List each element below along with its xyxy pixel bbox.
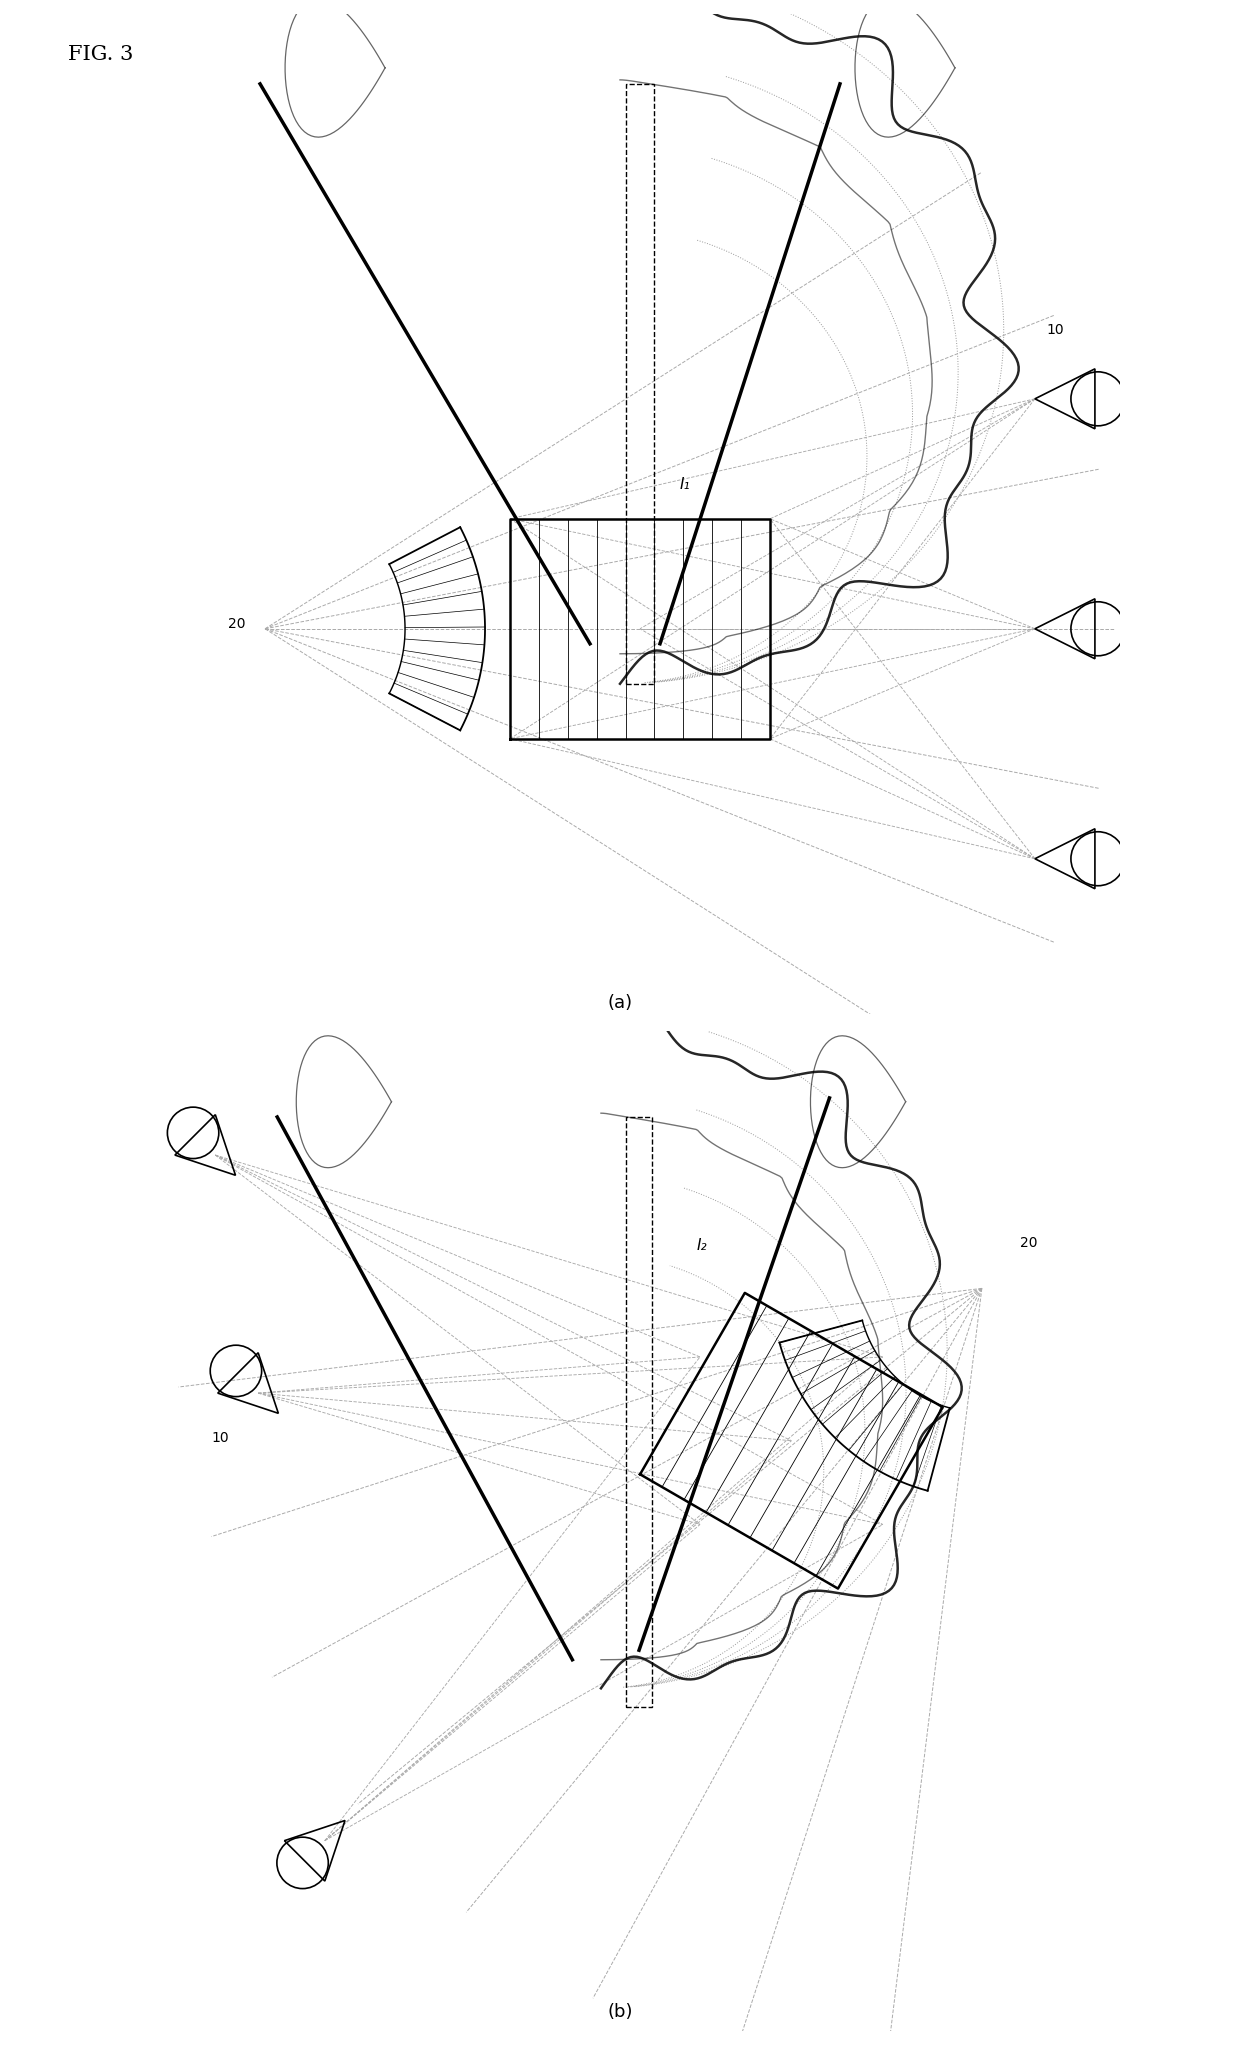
Text: (a): (a) <box>608 994 632 1012</box>
Text: 10: 10 <box>211 1432 229 1446</box>
Text: I₂: I₂ <box>696 1239 707 1254</box>
Text: (b): (b) <box>608 2002 632 2020</box>
Text: 10: 10 <box>1047 323 1064 337</box>
Text: I₁: I₁ <box>680 476 691 491</box>
Bar <box>626 84 653 683</box>
Bar <box>626 1117 652 1708</box>
Text: 20: 20 <box>228 618 246 630</box>
Text: FIG. 3: FIG. 3 <box>68 45 134 63</box>
Text: 20: 20 <box>1021 1237 1038 1249</box>
